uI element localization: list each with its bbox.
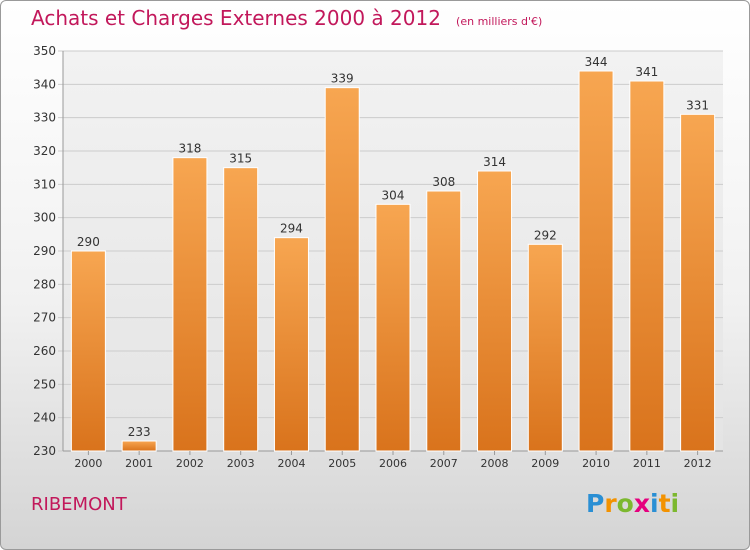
- y-tick-label: 350: [33, 44, 56, 58]
- y-tick-label: 340: [33, 77, 56, 91]
- x-tick-label: 2004: [277, 457, 305, 470]
- x-tick-label: 2000: [74, 457, 102, 470]
- x-tick-label: 2008: [481, 457, 509, 470]
- logo-letter: r: [604, 489, 617, 518]
- y-tick-label: 270: [33, 311, 56, 325]
- x-tick-label: 2011: [633, 457, 661, 470]
- bar-2012: [680, 113, 716, 452]
- data-label: 304: [382, 188, 405, 202]
- commune-name: RIBEMONT: [31, 494, 127, 515]
- x-tick-label: 2007: [430, 457, 458, 470]
- y-tick-label: 260: [33, 344, 56, 358]
- bar-2004: [273, 237, 309, 452]
- data-label: 314: [483, 155, 506, 169]
- data-label: 339: [331, 72, 354, 86]
- data-label: 308: [432, 175, 455, 189]
- y-tick-label: 240: [33, 411, 56, 425]
- y-tick-label: 330: [33, 111, 56, 125]
- x-tick-label: 2012: [684, 457, 712, 470]
- x-tick-label: 2010: [582, 457, 610, 470]
- bar-2008: [477, 170, 513, 452]
- x-tick-label: 2005: [328, 457, 356, 470]
- data-label: 294: [280, 222, 303, 236]
- chart-title: Achats et Charges Externes 2000 à 2012: [31, 6, 441, 30]
- bar-2006: [375, 203, 411, 452]
- bar-2009: [527, 243, 563, 452]
- chart-subtitle: (en milliers d'€): [456, 15, 543, 28]
- logo-letter: x: [633, 489, 650, 518]
- bar-2002: [172, 157, 208, 452]
- logo-letter: o: [616, 489, 634, 518]
- bar-2001: [121, 440, 157, 452]
- x-tick-label: 2001: [125, 457, 153, 470]
- bar-2005: [324, 87, 360, 452]
- logo-letter: i: [670, 489, 680, 518]
- x-tick-label: 2002: [176, 457, 204, 470]
- data-label: 331: [686, 98, 709, 112]
- x-tick-label: 2003: [227, 457, 255, 470]
- y-tick-label: 250: [33, 377, 56, 391]
- y-tick-label: 310: [33, 177, 56, 191]
- y-tick-label: 230: [33, 444, 56, 458]
- y-tick-label: 290: [33, 244, 56, 258]
- y-tick-label: 300: [33, 211, 56, 225]
- logo-letter: t: [658, 489, 671, 518]
- y-tick-label: 320: [33, 144, 56, 158]
- bar-2003: [223, 167, 259, 452]
- bar-2000: [70, 250, 106, 452]
- data-label: 315: [229, 152, 252, 166]
- bar-2007: [426, 190, 462, 452]
- y-tick-label: 280: [33, 277, 56, 291]
- bar-2011: [629, 80, 665, 452]
- data-label: 292: [534, 228, 557, 242]
- data-label: 344: [585, 55, 608, 69]
- logo-letter: P: [586, 489, 605, 518]
- x-tick-label: 2009: [531, 457, 559, 470]
- title-row: Achats et Charges Externes 2000 à 2012 (…: [31, 6, 542, 30]
- data-label: 318: [178, 142, 201, 156]
- bar-2010: [578, 70, 614, 452]
- x-tick-label: 2006: [379, 457, 407, 470]
- data-label: 233: [128, 425, 151, 439]
- data-label: 341: [635, 65, 658, 79]
- logo-letter: i: [650, 489, 659, 518]
- data-label: 290: [77, 235, 100, 249]
- proxiti-logo: Proxiti: [586, 489, 679, 518]
